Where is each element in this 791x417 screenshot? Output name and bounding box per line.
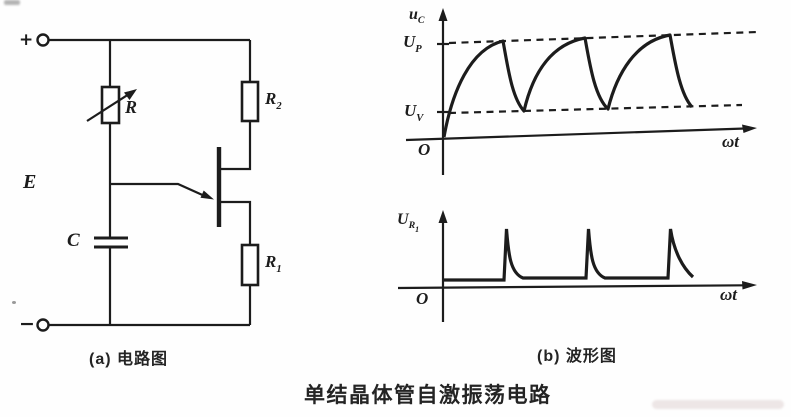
caption-b-waveform-diagram: (b) 波形图 (537, 348, 617, 365)
r2-sub: 2 (276, 100, 282, 112)
uc-uv-dashed-level (448, 103, 743, 115)
minus-terminal-label: − (19, 313, 35, 335)
ur1-x-axis (397, 284, 746, 290)
capacitor-C-label: C (67, 230, 80, 251)
plot-uc (405, 8, 758, 175)
uv-level-label: UV (404, 101, 423, 124)
plus-terminal-node (36, 33, 50, 47)
resistor-R1 (221, 200, 260, 325)
variable-resistor-R (86, 85, 137, 125)
uv-base: U (404, 101, 417, 120)
capacitor-C (94, 236, 128, 249)
uc-origin-label: O (418, 140, 431, 159)
uc-y-axis-arrowhead (438, 8, 448, 21)
up-sub: P (415, 43, 422, 55)
ur1-sub-r: R (408, 220, 416, 232)
ur1-x-axis-arrowhead (742, 281, 757, 290)
resistor-R2-label: R2 (265, 89, 282, 112)
resistor-R1-label: R1 (265, 252, 282, 275)
ur1-y-axis-label: UR1 (397, 211, 420, 234)
uc-x-axis-label: ωt (722, 132, 740, 151)
ur1-base: U (397, 211, 409, 228)
circuit-diagram (36, 33, 260, 332)
uc-waveform-curve (442, 33, 694, 138)
emitter-arrowhead (200, 190, 214, 200)
resistor-R2 (221, 40, 260, 171)
scan-smudge (652, 400, 784, 409)
source-E-label: E (23, 171, 37, 193)
scan-speck-top-left (4, 0, 20, 5)
minus-terminal-node (36, 318, 50, 332)
uv-sub: V (416, 112, 424, 124)
figure-title: 单结晶体管自激振荡电路 (304, 384, 552, 407)
plot-ur1 (397, 210, 757, 322)
plus-terminal-label: + (19, 30, 34, 50)
ur1-subsub-1: 1 (415, 224, 420, 234)
ur1-y-axis-arrowhead (438, 210, 448, 223)
uc-y-axis-label: uC (409, 6, 425, 27)
caption-a-circuit-diagram: (a) 电路图 (89, 351, 169, 368)
uc-sub: C (417, 15, 425, 27)
r1-base: R (265, 252, 277, 271)
uc-x-axis-arrowhead (742, 124, 757, 133)
up-base: U (403, 32, 416, 51)
uc-base: u (409, 6, 418, 23)
ujt-transistor-symbol (110, 147, 222, 227)
variable-resistor-arrowhead (124, 89, 137, 100)
ur1-sub: R1 (408, 220, 420, 234)
ur1-origin-label: O (416, 289, 429, 308)
uc-up-dashed-level (448, 30, 758, 45)
ur1-x-axis-label: ωt (720, 285, 738, 304)
r1-sub: 1 (276, 263, 282, 275)
ur1-waveform-curve (444, 228, 695, 282)
variable-resistor-R-label: R (125, 97, 138, 117)
uc-x-axis (405, 127, 746, 142)
r2-base: R (265, 89, 277, 108)
up-level-label: UP (403, 32, 422, 55)
scan-speck-left (12, 301, 16, 304)
